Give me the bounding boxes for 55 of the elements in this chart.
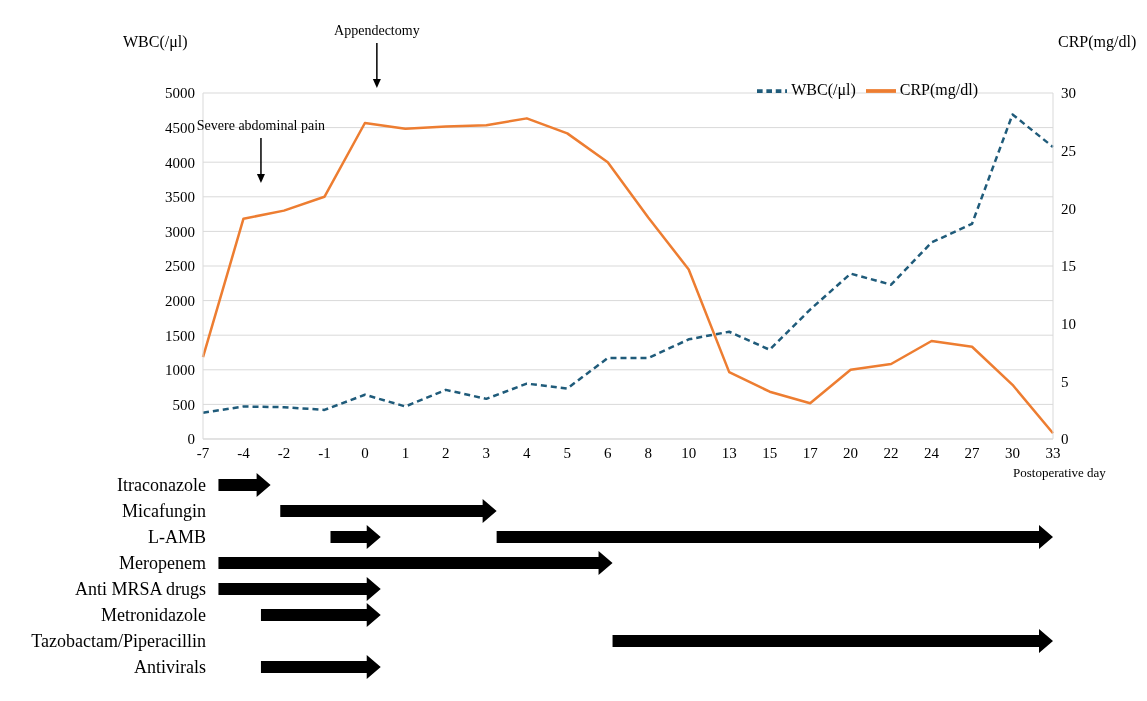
text: L-AMB xyxy=(148,527,206,547)
y2-tick-label: 5 xyxy=(1061,373,1069,390)
x-tick-label: 2 xyxy=(442,444,450,461)
x-tick-label: 15 xyxy=(762,444,778,461)
y2-tick-label: 10 xyxy=(1061,315,1076,332)
y2-tick-label: 25 xyxy=(1061,142,1076,159)
legend-label: WBC(/μl) xyxy=(791,80,856,98)
text: Micafungin xyxy=(122,501,206,521)
y-tick-label: 1000 xyxy=(165,362,195,379)
x-tick-label: 30 xyxy=(1005,444,1021,461)
y2-tick-label: 20 xyxy=(1061,200,1076,217)
y-tick-label: 3000 xyxy=(165,223,195,240)
x-tick-label: 10 xyxy=(681,444,697,461)
x-tick-label: 8 xyxy=(644,444,652,461)
x-tick-label: -7 xyxy=(196,444,210,461)
x-tick-label: 22 xyxy=(883,444,899,461)
text: Itraconazole xyxy=(117,475,207,495)
x-tick-label: -1 xyxy=(318,444,331,461)
y-tick-label: 500 xyxy=(172,396,195,413)
x-tick-label: -4 xyxy=(237,444,251,461)
text: Tazobactam/Piperacillin xyxy=(31,631,206,651)
x-tick-label: -2 xyxy=(277,444,291,461)
x-tick-label: 20 xyxy=(843,444,859,461)
y-tick-label: 2000 xyxy=(165,292,195,309)
x-tick-label: 1 xyxy=(401,444,410,461)
x-tick-label: 4 xyxy=(523,444,532,461)
legend-label: CRP(mg/dl) xyxy=(899,80,978,98)
text: Antivirals xyxy=(134,657,206,677)
text: Anti MRSA drugs xyxy=(74,579,206,599)
x-tick-label: 27 xyxy=(964,444,981,461)
y-tick-label: 1500 xyxy=(165,327,195,344)
text: Appendectomy xyxy=(334,23,420,38)
y2-tick-label: 30 xyxy=(1061,85,1076,102)
y2-tick-label: 15 xyxy=(1061,258,1076,275)
text: Metronidazole xyxy=(101,605,206,625)
x-tick-label: 33 xyxy=(1045,444,1061,461)
x-tick-label: 24 xyxy=(924,444,940,461)
x-tick-label: 17 xyxy=(802,444,819,461)
y-tick-label: 4000 xyxy=(165,154,195,171)
x-tick-label: 0 xyxy=(361,444,369,461)
x-tick-label: 3 xyxy=(482,444,491,461)
x-axis-title: Postoperative day xyxy=(1013,465,1106,481)
y-tick-label: 4500 xyxy=(165,119,195,136)
y-tick-label: 3500 xyxy=(165,189,195,206)
annotation: Severe abdominal pain xyxy=(196,118,326,133)
y-axis-title: WBC(/μl) xyxy=(123,33,188,51)
y-tick-label: 5000 xyxy=(165,85,195,102)
y-tick-label: 0 xyxy=(187,431,195,448)
x-tick-label: 13 xyxy=(721,444,737,461)
x-tick-label: 5 xyxy=(563,444,572,461)
x-tick-label: 6 xyxy=(604,444,613,461)
y-tick-label: 2500 xyxy=(165,258,195,275)
y2-tick-label: 0 xyxy=(1061,431,1069,448)
y2-axis-title: CRP(mg/dl) xyxy=(1058,33,1137,51)
text: Meropenem xyxy=(119,553,206,573)
